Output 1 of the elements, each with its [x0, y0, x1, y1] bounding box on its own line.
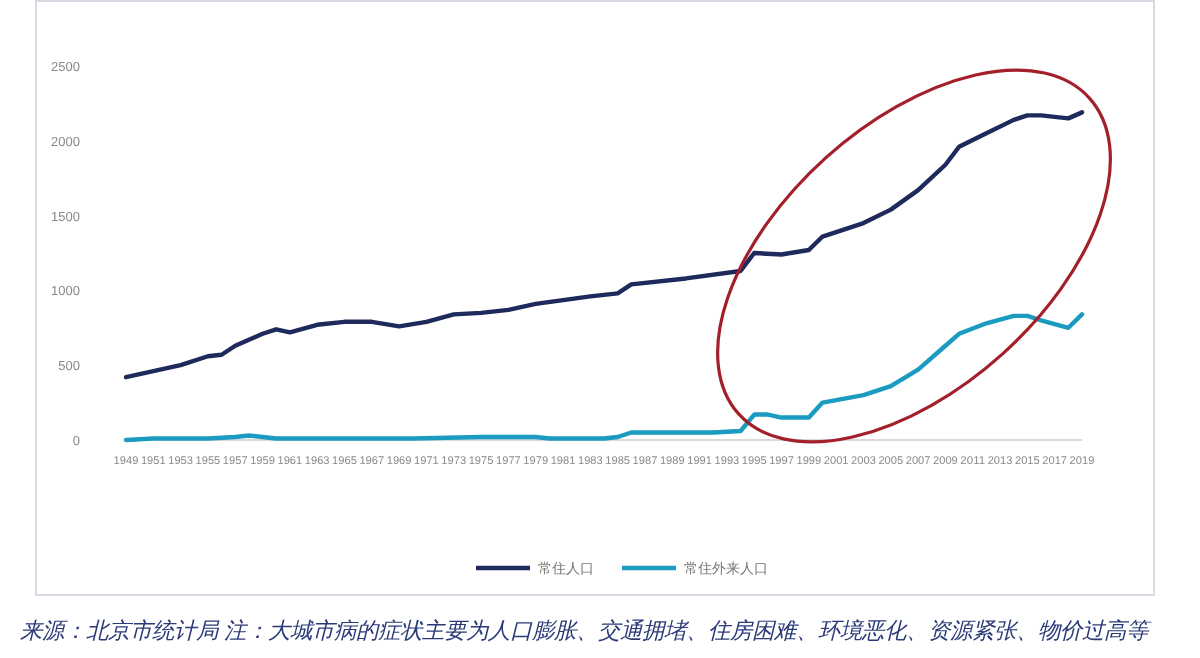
source-note: 来源：北京市统计局 注：大城市病的症状主要为人口膨胀、交通拥堵、住房困难、环境恶化、资源紧张、物价过高等 — [20, 618, 1153, 644]
